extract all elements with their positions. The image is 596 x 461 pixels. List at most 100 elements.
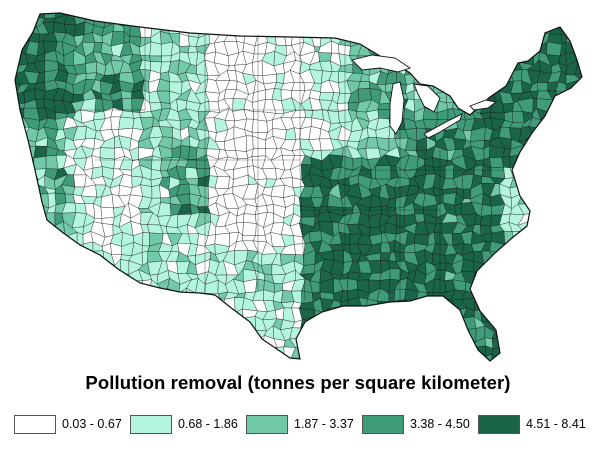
county-cell — [92, 325, 104, 338]
county-cell — [206, 345, 218, 360]
county-cell — [44, 297, 58, 309]
county-cell — [160, 16, 172, 28]
county-cell — [15, 173, 20, 188]
county-cell — [566, 292, 580, 301]
county-cell — [121, 307, 133, 323]
county-cell — [585, 33, 594, 47]
county-cell — [34, 358, 50, 361]
county-cell — [415, 60, 426, 74]
county-cell — [365, 14, 382, 24]
county-cell — [531, 13, 544, 26]
county-cell — [537, 221, 552, 238]
county-cell — [530, 273, 540, 282]
county-cell — [299, 21, 313, 33]
county-cell — [432, 52, 446, 65]
county-cell — [152, 367, 163, 370]
county-cell — [214, 176, 230, 189]
county-cell — [557, 107, 571, 123]
county-cell — [109, 321, 124, 329]
county-cell — [38, 268, 45, 282]
county-cell — [274, 366, 284, 370]
county-cell — [133, 347, 145, 360]
county-cell — [441, 16, 456, 25]
county-cell — [19, 326, 26, 342]
county-cell — [508, 42, 523, 58]
county-cell — [584, 262, 595, 275]
county-cell — [169, 336, 179, 349]
county-cell — [130, 307, 144, 322]
county-cell — [227, 24, 239, 37]
county-cell — [15, 306, 20, 321]
county-cell — [119, 366, 131, 370]
county-cell — [319, 25, 330, 36]
county-cell — [180, 316, 188, 331]
county-cell — [530, 192, 539, 205]
county-cell — [577, 147, 582, 162]
county-cell — [15, 108, 16, 124]
county-cell — [119, 13, 134, 14]
county-cell — [235, 24, 245, 37]
county-cell — [584, 288, 596, 303]
county-cell — [15, 138, 26, 150]
county-cell — [588, 136, 596, 151]
county-cell — [527, 146, 541, 161]
county-cell — [215, 309, 224, 319]
county-cell — [357, 326, 372, 341]
county-cell — [92, 354, 104, 361]
county-cell — [551, 280, 563, 293]
county-cell — [518, 335, 535, 347]
county-cell — [110, 13, 125, 14]
county-cell — [71, 259, 83, 275]
county-cell — [99, 346, 116, 355]
county-cell — [187, 23, 201, 38]
county-cell — [386, 43, 399, 57]
county-cell — [489, 297, 502, 312]
county-cell — [347, 355, 361, 361]
county-cell — [320, 368, 333, 370]
county-cell — [214, 13, 228, 16]
county-cell — [52, 321, 67, 332]
legend: 0.03 - 0.67 0.68 - 1.86 1.87 - 3.37 3.38… — [0, 414, 596, 438]
county-cell — [359, 21, 367, 37]
county-cell — [33, 298, 49, 312]
county-cell — [175, 336, 189, 351]
county-cell — [205, 327, 218, 339]
county-cell — [576, 221, 582, 238]
county-cell — [549, 331, 558, 341]
county-cell — [340, 355, 349, 361]
county-cell — [479, 354, 493, 361]
county-cell — [501, 307, 511, 319]
county-cell — [200, 326, 207, 343]
county-cell — [224, 365, 237, 370]
county-cell — [44, 339, 59, 349]
county-cell — [62, 356, 77, 361]
county-cell — [206, 354, 218, 361]
county-cell — [462, 328, 477, 343]
county-cell — [138, 14, 153, 23]
county-cell — [538, 354, 553, 361]
county-cell — [318, 347, 330, 359]
county-cell — [444, 69, 458, 86]
county-cell — [233, 135, 247, 152]
county-cell — [93, 13, 107, 14]
county-cell — [197, 299, 210, 312]
county-cell — [451, 317, 465, 331]
county-cell — [559, 308, 571, 320]
county-cell — [491, 278, 501, 293]
county-cell — [536, 156, 553, 168]
county-cell — [529, 164, 540, 181]
county-cell — [406, 366, 418, 370]
county-cell — [547, 107, 561, 121]
county-cell — [217, 326, 225, 341]
county-cell — [33, 155, 47, 170]
county-cell — [520, 262, 533, 274]
county-cell — [577, 346, 582, 360]
county-cell — [559, 289, 572, 302]
lake-erie — [423, 113, 463, 139]
county-cell — [538, 13, 552, 17]
county-cell — [15, 121, 20, 132]
county-cell — [15, 235, 21, 244]
county-cell — [511, 250, 524, 263]
county-cell — [23, 311, 34, 321]
county-cell — [132, 368, 142, 371]
